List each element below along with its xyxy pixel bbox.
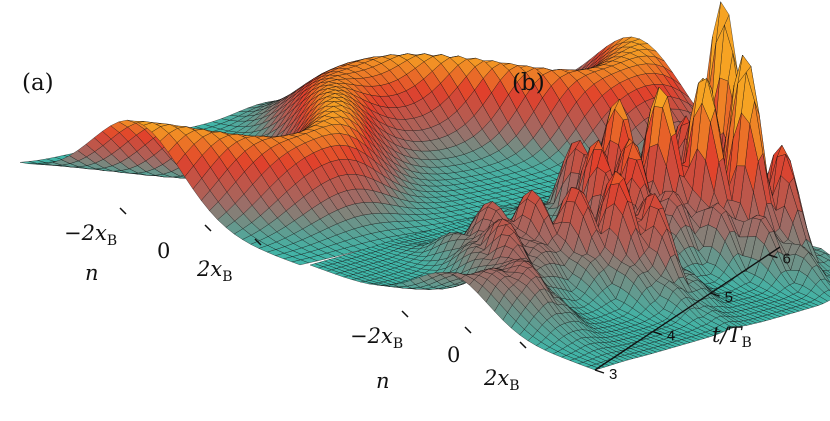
panel-a-tick-label-0: 0 (157, 239, 170, 263)
panel-b-t-tick-label: 3 (609, 366, 617, 383)
panel-b-t-axis: 3 4 5 6 (594, 246, 791, 383)
panel-b-t-tick-label: 6 (782, 251, 790, 268)
panel-a-tick-p2 (254, 238, 262, 246)
panel-b-surface (309, 1, 830, 371)
panel-b-tick-p2 (519, 341, 527, 349)
panel-a-axis-label-n: n (85, 261, 99, 285)
panel-a-tick-label-m2: −2xB (64, 221, 117, 249)
panel-b-axis-label-n: n (376, 369, 390, 393)
panel-b-label: (b) (512, 70, 545, 96)
panel-b-tick-m2 (401, 310, 409, 318)
panel-a-label: (a) (22, 70, 54, 96)
panel-b-t-tick (710, 292, 720, 297)
panel-b-tick-label-0: 0 (447, 343, 460, 367)
panel-b-t-tick (652, 330, 663, 336)
panel-b-tick-label-p2: 2xB (483, 366, 520, 394)
panel-b-n-axis: −2xB 0 2xB n (350, 310, 527, 394)
panel-b-axis-label-t: t/TB (712, 323, 752, 351)
panel-a-tick-label-p2: 2xB (196, 257, 233, 285)
panel-b-mesh-patch (309, 263, 324, 269)
panel-a-mesh-patch (19, 161, 38, 164)
panel-b-t-tick (594, 369, 605, 374)
panel-b-t-axis-line (594, 246, 781, 371)
panel-b-tick-label-m2: −2xB (350, 324, 403, 352)
panel-b-t-tick-label: 5 (725, 289, 733, 306)
panel-b-t-tick (768, 254, 778, 259)
panel-b-t-tick-label: 4 (667, 328, 675, 345)
panel-a-n-axis: −2xB 0 2xB n (64, 207, 262, 285)
panel-b-tick-0 (464, 326, 472, 334)
panel-a-tick-m2 (119, 207, 127, 215)
panel-a-tick-0 (204, 224, 212, 232)
